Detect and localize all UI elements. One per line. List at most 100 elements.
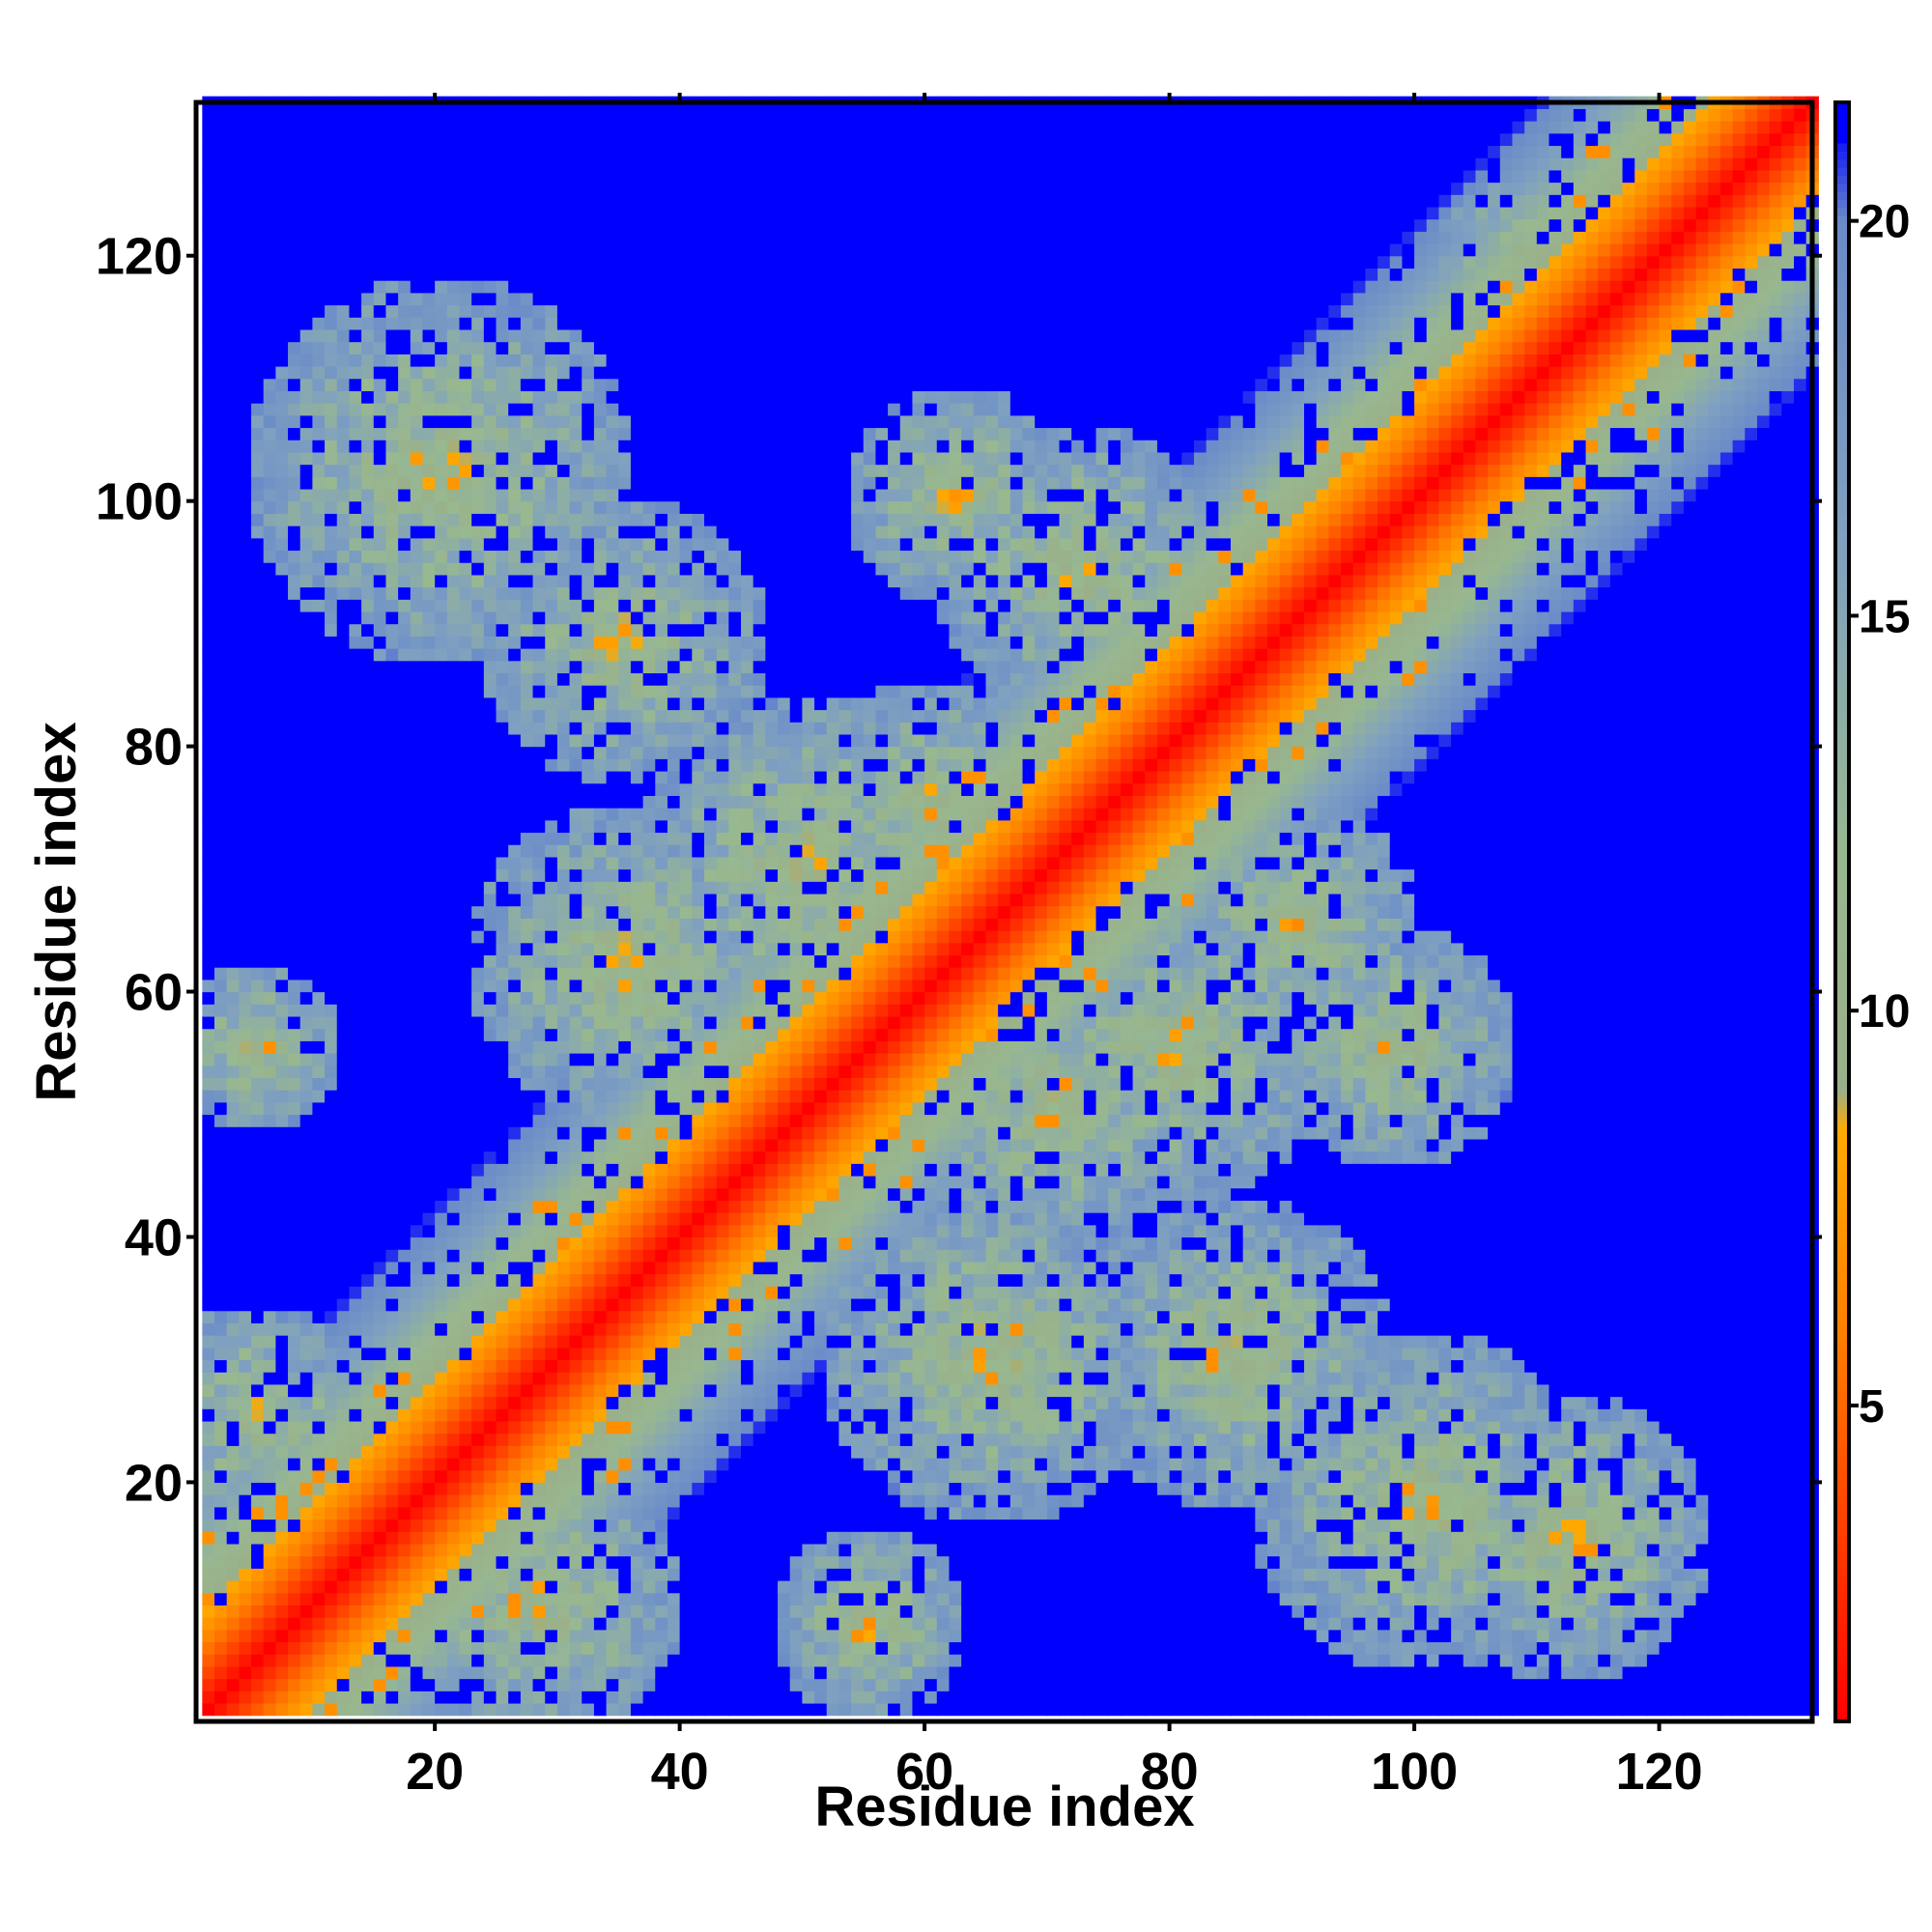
heatmap-cell <box>385 243 399 257</box>
heatmap-cell <box>642 967 656 980</box>
heatmap-cell <box>263 881 276 895</box>
heatmap-cell <box>361 1126 375 1140</box>
heatmap-cell <box>202 403 215 416</box>
heatmap-cell <box>569 488 582 502</box>
heatmap-cell <box>483 354 497 367</box>
heatmap-cell <box>263 918 276 931</box>
heatmap-cell <box>582 636 595 649</box>
heatmap-cell <box>422 1482 436 1495</box>
heatmap-cell <box>275 513 289 526</box>
heatmap-cell <box>630 954 644 968</box>
heatmap-cell <box>582 722 595 735</box>
heatmap-cell <box>385 1236 399 1250</box>
heatmap-cell <box>239 782 252 796</box>
heatmap-cell <box>214 1224 228 1238</box>
heatmap-cell <box>299 1322 313 1336</box>
heatmap-cell <box>385 562 399 576</box>
heatmap-cell <box>618 1249 632 1263</box>
heatmap-cell <box>312 292 326 306</box>
heatmap-cell <box>251 1469 265 1484</box>
heatmap-cell <box>496 378 509 391</box>
heatmap-cell <box>556 1004 571 1017</box>
heatmap-cell <box>471 500 485 514</box>
heatmap-cell <box>582 1433 595 1446</box>
heatmap-cell <box>459 1506 472 1520</box>
heatmap-cell <box>642 121 656 134</box>
heatmap-cell <box>299 770 313 784</box>
heatmap-cell <box>398 893 412 907</box>
heatmap-cell <box>435 868 448 882</box>
heatmap-cell <box>214 1519 228 1532</box>
heatmap-cell <box>483 1273 497 1287</box>
heatmap-cell <box>214 808 228 821</box>
heatmap-cell <box>251 1433 265 1446</box>
heatmap-cell <box>214 1531 228 1545</box>
heatmap-cell <box>361 317 375 330</box>
heatmap-cell <box>459 1482 472 1495</box>
heatmap-cell <box>446 488 461 502</box>
heatmap-cell <box>422 856 436 870</box>
heatmap-cell <box>263 341 276 355</box>
heatmap-cell <box>202 1592 215 1605</box>
heatmap-cell <box>545 1126 558 1140</box>
heatmap-cell <box>459 1138 472 1152</box>
heatmap-cell <box>508 194 522 208</box>
heatmap-cell <box>239 599 252 612</box>
heatmap-cell <box>569 1359 582 1373</box>
heatmap-cell <box>618 1383 632 1398</box>
heatmap-cell <box>582 1579 595 1594</box>
heatmap-cell <box>398 918 412 931</box>
heatmap-cell <box>312 231 326 244</box>
heatmap-cell <box>214 636 228 649</box>
heatmap-cell <box>325 586 338 600</box>
heatmap-cell <box>545 1690 558 1704</box>
heatmap-cell <box>606 1396 619 1409</box>
heatmap-cell <box>336 268 351 281</box>
heatmap-cell <box>496 1641 509 1655</box>
heatmap-cell <box>655 1322 668 1336</box>
heatmap-cell <box>593 782 608 796</box>
heatmap-cell <box>508 954 522 968</box>
heatmap-cell <box>606 403 619 416</box>
heatmap-cell <box>582 905 595 919</box>
heatmap-cell <box>263 733 276 748</box>
heatmap-cell <box>361 157 375 171</box>
heatmap-cell <box>398 979 412 993</box>
heatmap-cell <box>214 1482 228 1495</box>
heatmap-cell <box>239 255 252 270</box>
heatmap-cell <box>239 1678 252 1691</box>
heatmap-cell <box>202 1579 215 1594</box>
heatmap-cell <box>398 881 412 895</box>
heatmap-cell <box>532 427 546 440</box>
heatmap-cell <box>385 1678 399 1691</box>
heatmap-cell <box>263 1408 276 1422</box>
heatmap-cell <box>618 819 632 834</box>
heatmap-cell <box>275 648 289 662</box>
heatmap-cell <box>606 1605 619 1618</box>
heatmap-cell <box>532 979 546 993</box>
heatmap-cell <box>336 709 351 723</box>
heatmap-cell <box>410 1494 424 1508</box>
heatmap-cell <box>312 427 326 440</box>
heatmap-cell <box>618 1273 632 1287</box>
heatmap-cell <box>275 304 289 318</box>
heatmap-cell <box>214 1605 228 1618</box>
heatmap-cell <box>655 1249 668 1263</box>
heatmap-cell <box>569 1579 582 1594</box>
heatmap-cell <box>214 930 228 944</box>
heatmap-cell <box>361 562 375 576</box>
heatmap-cell <box>325 819 338 834</box>
heatmap-cell <box>459 268 472 281</box>
heatmap-cell <box>385 1641 399 1655</box>
heatmap-cell <box>202 599 215 612</box>
heatmap-cell <box>446 341 461 355</box>
heatmap-cell <box>545 1151 558 1164</box>
heatmap-cell <box>398 1090 412 1103</box>
heatmap-cell <box>606 1702 619 1717</box>
heatmap-cell <box>373 488 387 502</box>
heatmap-cell <box>299 930 313 944</box>
heatmap-cell <box>299 145 313 158</box>
heatmap-cell <box>422 1605 436 1618</box>
heatmap-cell <box>459 881 472 895</box>
heatmap-cell <box>373 1322 387 1336</box>
